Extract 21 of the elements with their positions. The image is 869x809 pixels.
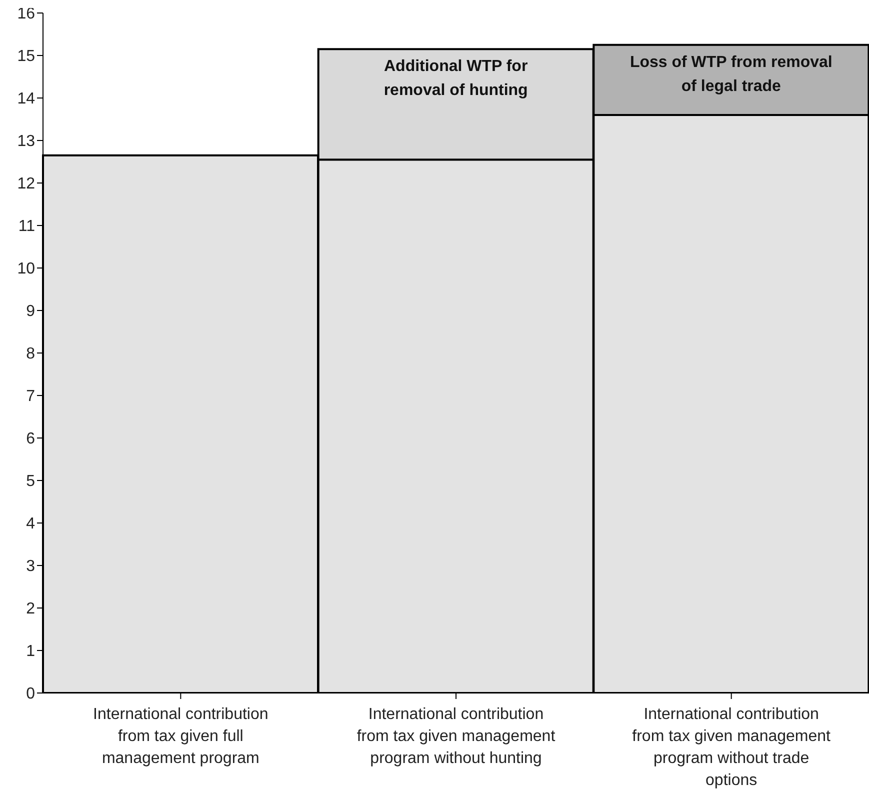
y-tick-label: 1	[26, 643, 36, 660]
x-tick-label: International contribution from tax given full management program	[93, 706, 268, 767]
series-label: Loss of WTP from removal of legal trade	[630, 54, 832, 95]
x-tick-label: International contribution from tax given management program without trade options	[632, 706, 832, 789]
y-tick-label: 7	[26, 388, 36, 406]
y-tick-label: 10	[17, 260, 36, 278]
x-tick-label: International contribution from tax given management program without hunting	[356, 706, 556, 767]
y-tick-label: 15	[17, 48, 36, 66]
y-tick-label: 4	[26, 516, 36, 533]
y-tick-label: 5	[26, 473, 36, 490]
y-tick-label: 0	[26, 686, 36, 703]
y-tick-label: 8	[26, 346, 36, 363]
y-tick-label: 13	[17, 133, 36, 150]
y-tick-label: 9	[26, 303, 36, 320]
y-tick-label: 6	[26, 430, 36, 448]
y-tick-label: 12	[17, 176, 36, 193]
y-tick-label: 11	[18, 218, 36, 236]
y-tick-label: 2	[26, 600, 36, 618]
y-tick-label: 3	[26, 558, 36, 576]
series-label: Additional WTP for removal of hunting	[384, 58, 528, 100]
y-tick-label: 14	[17, 90, 36, 108]
